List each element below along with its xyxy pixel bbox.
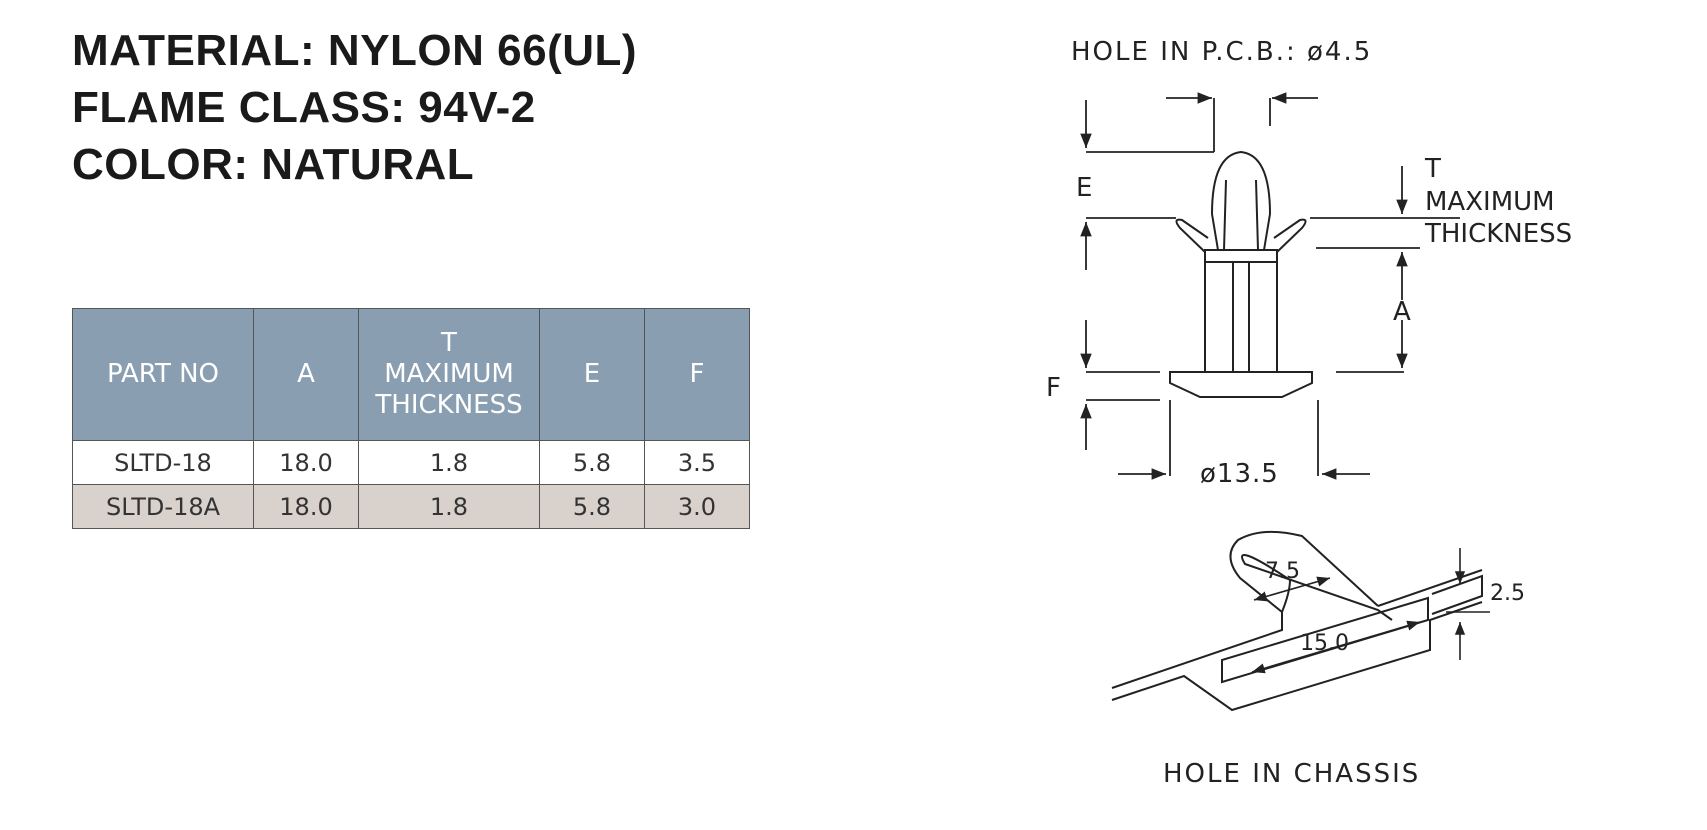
label-e: E [1076, 173, 1092, 203]
cell-part-no: SLTD-18A [72, 484, 254, 529]
cell-f: 3.5 [644, 440, 750, 485]
label-dim-2-5: 2.5 [1490, 581, 1525, 606]
label-thickness: THICKNESS [1424, 219, 1572, 249]
flame-class-label: FLAME CLASS: 94V-2 [72, 83, 536, 132]
shaft [1204, 249, 1278, 373]
cell-part-no: SLTD-18 [72, 440, 254, 485]
material-specs: MATERIAL: NYLON 66(UL) FLAME CLASS: 94V-… [72, 22, 637, 193]
chassis-dimensions [1251, 548, 1490, 674]
color-label: COLOR: NATURAL [72, 140, 475, 189]
base-flange [1169, 371, 1313, 398]
arrow-legs [1211, 213, 1271, 251]
dimension-lines [1080, 92, 1460, 480]
wing-left [1175, 218, 1209, 253]
header-t-line2: MAXIMUM [384, 359, 514, 389]
label-t: T [1424, 154, 1441, 184]
label-dim-7-5: 7.5 [1265, 559, 1300, 584]
label-dim-15-0: 15.0 [1300, 631, 1349, 656]
hole-chassis-label: HOLE IN CHASSIS [1163, 759, 1420, 789]
table-row: SLTD-18 18.0 1.8 5.8 3.5 [72, 440, 750, 485]
label-maximum: MAXIMUM [1425, 187, 1555, 217]
label-f: F [1046, 373, 1061, 403]
plate-edge [1431, 574, 1483, 615]
header-t-line3: THICKNESS [375, 390, 523, 420]
label-dia-base: ø13.5 [1200, 459, 1279, 489]
cell-t: 1.8 [358, 484, 540, 529]
cell-a: 18.0 [253, 484, 359, 529]
wing-right [1273, 218, 1307, 253]
tab-loop [1229, 530, 1379, 613]
cell-f: 3.0 [644, 484, 750, 529]
header-t: T MAXIMUM THICKNESS [358, 308, 540, 441]
arrow-tip [1211, 150, 1271, 215]
support-side-view [1169, 150, 1313, 398]
table-row: SLTD-18A 18.0 1.8 5.8 3.0 [72, 484, 750, 529]
header-t-line1: T [441, 328, 457, 358]
hole-pcb-label: HOLE IN P.C.B.: ø4.5 [1071, 37, 1372, 67]
arrow-inner [1223, 179, 1259, 251]
shaft-collar [1204, 249, 1278, 263]
dimension-table: PART NO A T MAXIMUM THICKNESS E F SLTD-1… [72, 308, 750, 529]
label-a: A [1393, 297, 1411, 327]
plate-bottom [1111, 601, 1483, 712]
cell-a: 18.0 [253, 440, 359, 485]
material-label: MATERIAL: NYLON 66(UL) [72, 26, 638, 75]
header-f: F [644, 308, 750, 441]
table-header-row: PART NO A T MAXIMUM THICKNESS E F [72, 308, 750, 441]
